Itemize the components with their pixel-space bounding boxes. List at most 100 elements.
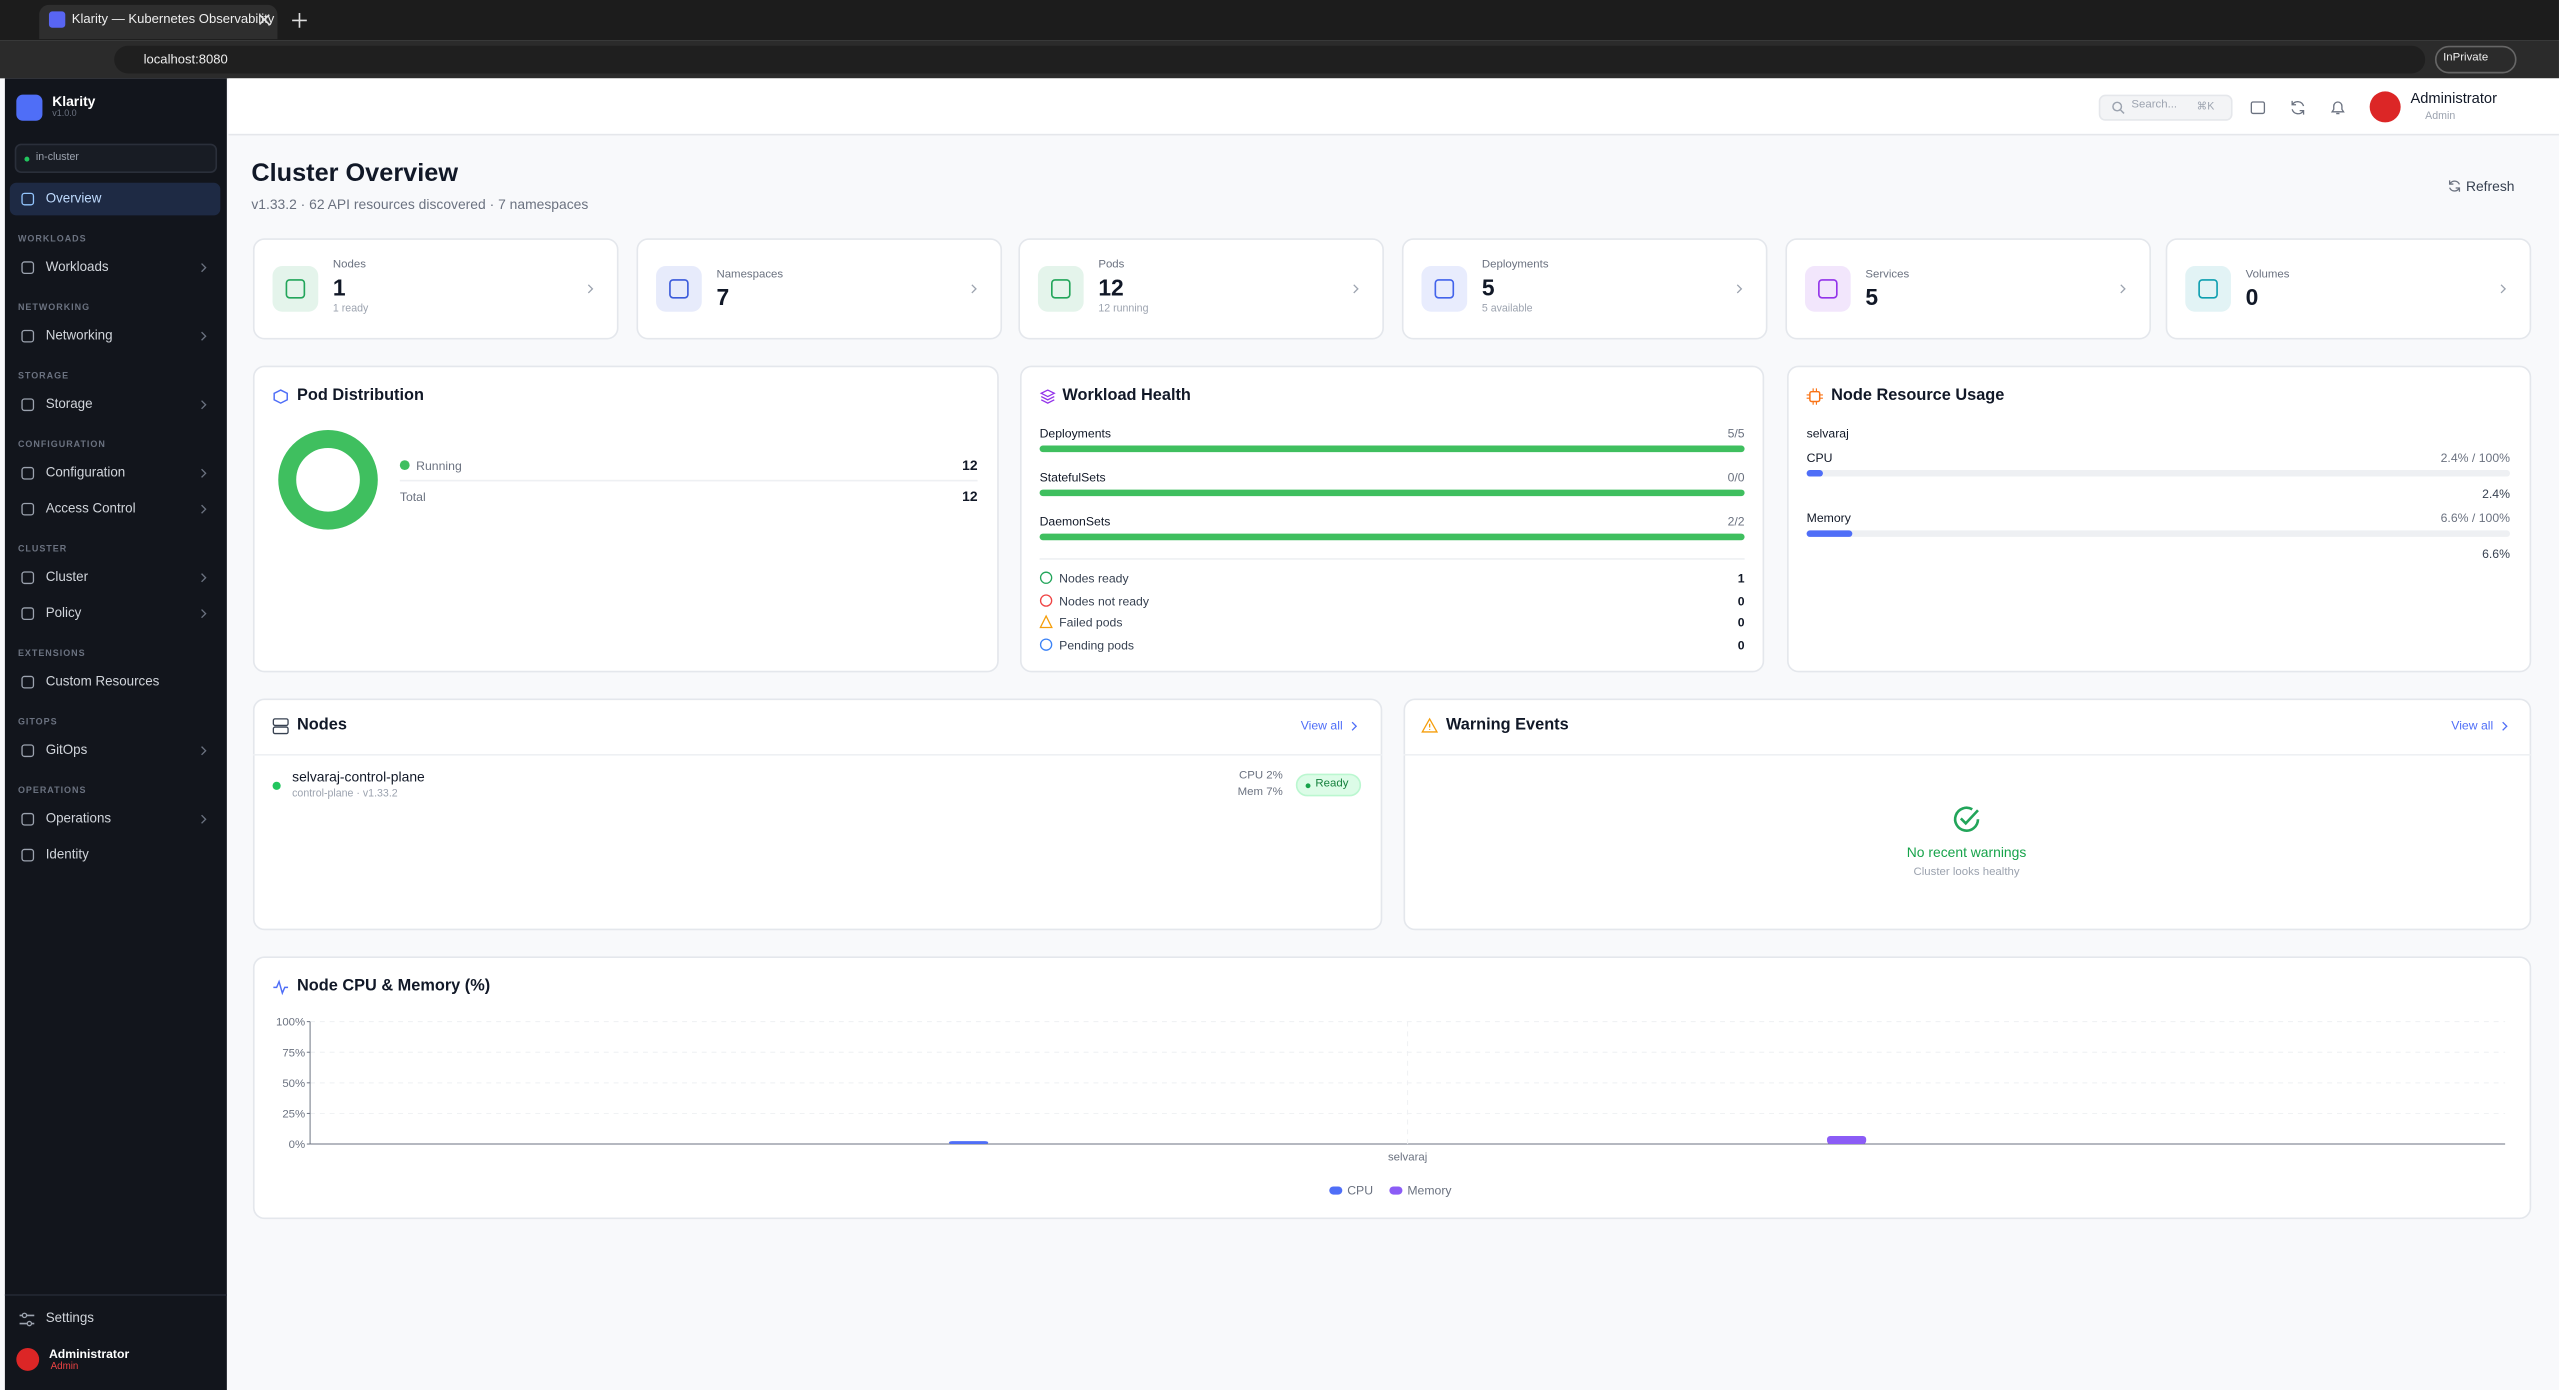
legend-dot [399,460,410,471]
stat-card[interactable] [1401,238,1768,340]
view-all-link[interactable]: View all [2451,718,2494,733]
stat-icon-glyph [1818,279,1838,299]
status-badge [1295,773,1362,797]
stat-value: 1 [332,274,346,301]
stat-value: 0 [2245,283,2259,311]
check-label: Nodes ready [1059,571,1129,586]
check-shape [1039,637,1053,651]
chevron [201,814,207,824]
divider [399,479,978,482]
search-icon [2112,101,2125,114]
nav-section: GITOPS [17,718,58,728]
chevron [201,573,207,583]
nav-item[interactable]: Cluster [45,569,89,585]
stat-value: 12 [1098,274,1124,301]
nav-item[interactable]: GitOps [45,742,88,758]
url: localhost:8080 [143,52,228,67]
y-tick-label: 75% [282,1047,305,1059]
divider [252,753,1383,756]
sidebar-user: Administrator [48,1346,130,1362]
health-bar [1039,489,1745,497]
panel-title: Node Resource Usage [1831,386,2005,405]
metric-value: 2.4% [2482,486,2511,502]
nav-item[interactable]: Custom Resources [45,674,160,689]
chevron-path [2120,284,2126,294]
user-avatar [16,1348,40,1371]
nav-item[interactable]: Workloads [45,259,109,275]
chevron [2500,284,2507,294]
chevron-path [201,609,207,619]
nav-item[interactable]: Networking [45,328,113,343]
nav-item[interactable]: Storage [45,396,93,412]
stat-card[interactable] [252,238,619,340]
metric-limit: 2.4% / 100% [2440,450,2511,466]
node-name[interactable]: selvaraj-control-plane [292,768,425,785]
empty-title: No recent warnings [1906,843,2027,861]
bar-label: DaemonSets [1039,514,1111,529]
nav-section: CLUSTER [17,545,68,555]
check-value: 0 [1737,593,1745,608]
nav-icon-shape [21,848,35,862]
stat-label: Volumes [2245,269,2290,281]
stat-value: 5 [1865,283,1879,311]
context-select[interactable] [14,143,218,173]
nav-item[interactable]: Policy [45,605,82,621]
node-meta: control-plane · v1.33.2 [292,788,398,800]
nav-item[interactable]: Overview [45,190,102,206]
new-tab[interactable] [292,13,307,28]
header-avatar[interactable] [2369,91,2401,123]
view-all-link[interactable]: View all [1300,718,1343,733]
legend-label: CPU [1347,1184,1373,1198]
check-value: 0 [1737,637,1745,652]
node-resources-panel [1787,365,2532,673]
bar-label: StatefulSets [1039,470,1106,485]
y-tick-label: 100% [276,1017,305,1029]
app-logo [16,94,43,121]
nav-icon [21,812,35,826]
stat-icon-bg [1804,266,1851,312]
address-bar[interactable] [114,45,2426,74]
notifications-button[interactable] [2330,100,2345,116]
inprivate-badge[interactable] [2434,45,2517,74]
nodes-panel [252,698,1383,931]
page-title: Cluster Overview [251,159,459,188]
inprivate-label: InPrivate [2443,52,2489,64]
nav-item[interactable]: Identity [45,847,89,862]
refresh-icon [2448,180,2461,192]
metric-bar [1806,470,1824,477]
workload-health-panel [1020,365,1765,673]
tab-close[interactable] [258,13,271,26]
sidebar [4,78,227,1390]
settings-link[interactable]: Settings [45,1310,94,1326]
warnings-panel [1403,698,2532,931]
tab[interactable] [39,4,278,40]
check-value: 0 [1737,615,1745,630]
pod-distribution-panel [252,365,999,673]
bar-label: Deployments [1039,425,1112,441]
stat-card[interactable] [2165,238,2532,340]
refresh-button[interactable]: Refresh [2465,177,2515,195]
stat-card[interactable] [636,238,1003,340]
panel-title: Warning Events [1445,716,1569,735]
nav-icon [21,329,35,343]
pod-label: Total [399,489,426,505]
stat-value: 5 [1481,274,1495,301]
keyboard-button[interactable] [2250,101,2266,115]
chevron-path [2500,284,2507,294]
nav-item[interactable]: Configuration [45,465,126,480]
panel-title: Pod Distribution [297,386,424,405]
sync-button[interactable] [2290,100,2306,116]
stat-card[interactable] [1018,238,1384,340]
stat-card[interactable] [1785,238,2151,340]
context-label: in-cluster [35,151,79,164]
donut-ring [278,430,378,530]
donut [278,430,378,530]
check-label: Failed pods [1059,615,1123,630]
chevron [1353,284,1359,294]
stat-icon-glyph [669,279,689,299]
chevron-path [201,263,207,273]
nav-item[interactable]: Access Control [45,501,136,516]
nav-item[interactable]: Operations [45,811,112,826]
header-user[interactable]: Administrator [2410,89,2497,107]
